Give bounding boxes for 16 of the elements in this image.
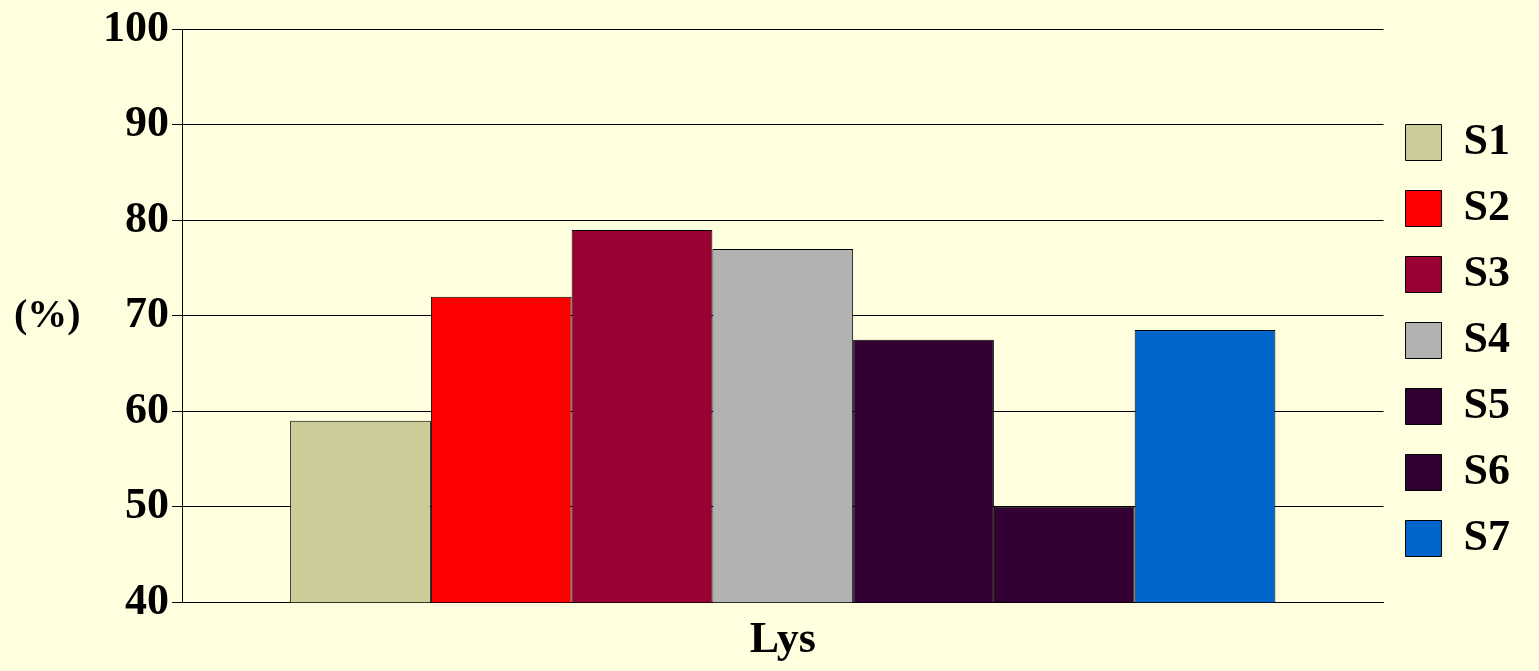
y-tick-label: 40 bbox=[125, 574, 169, 624]
y-tick-label: 100 bbox=[103, 1, 169, 51]
legend-label: S4 bbox=[1463, 312, 1511, 362]
y-tick-label: 60 bbox=[125, 383, 169, 433]
y-tick-label: 80 bbox=[125, 192, 169, 242]
y-tick-label: 50 bbox=[125, 479, 169, 529]
legend-label: S2 bbox=[1463, 180, 1511, 230]
y-axis-title: (%) bbox=[14, 290, 81, 337]
y-tick-label: 70 bbox=[125, 288, 169, 338]
legend-label: S6 bbox=[1463, 444, 1511, 494]
legend-label: S1 bbox=[1463, 114, 1511, 164]
x-axis-title: Lys bbox=[749, 612, 816, 662]
legend-label: S3 bbox=[1463, 246, 1511, 296]
legend-label: S7 bbox=[1463, 510, 1511, 560]
legend-label: S5 bbox=[1463, 378, 1511, 428]
y-tick-label: 90 bbox=[125, 97, 169, 147]
